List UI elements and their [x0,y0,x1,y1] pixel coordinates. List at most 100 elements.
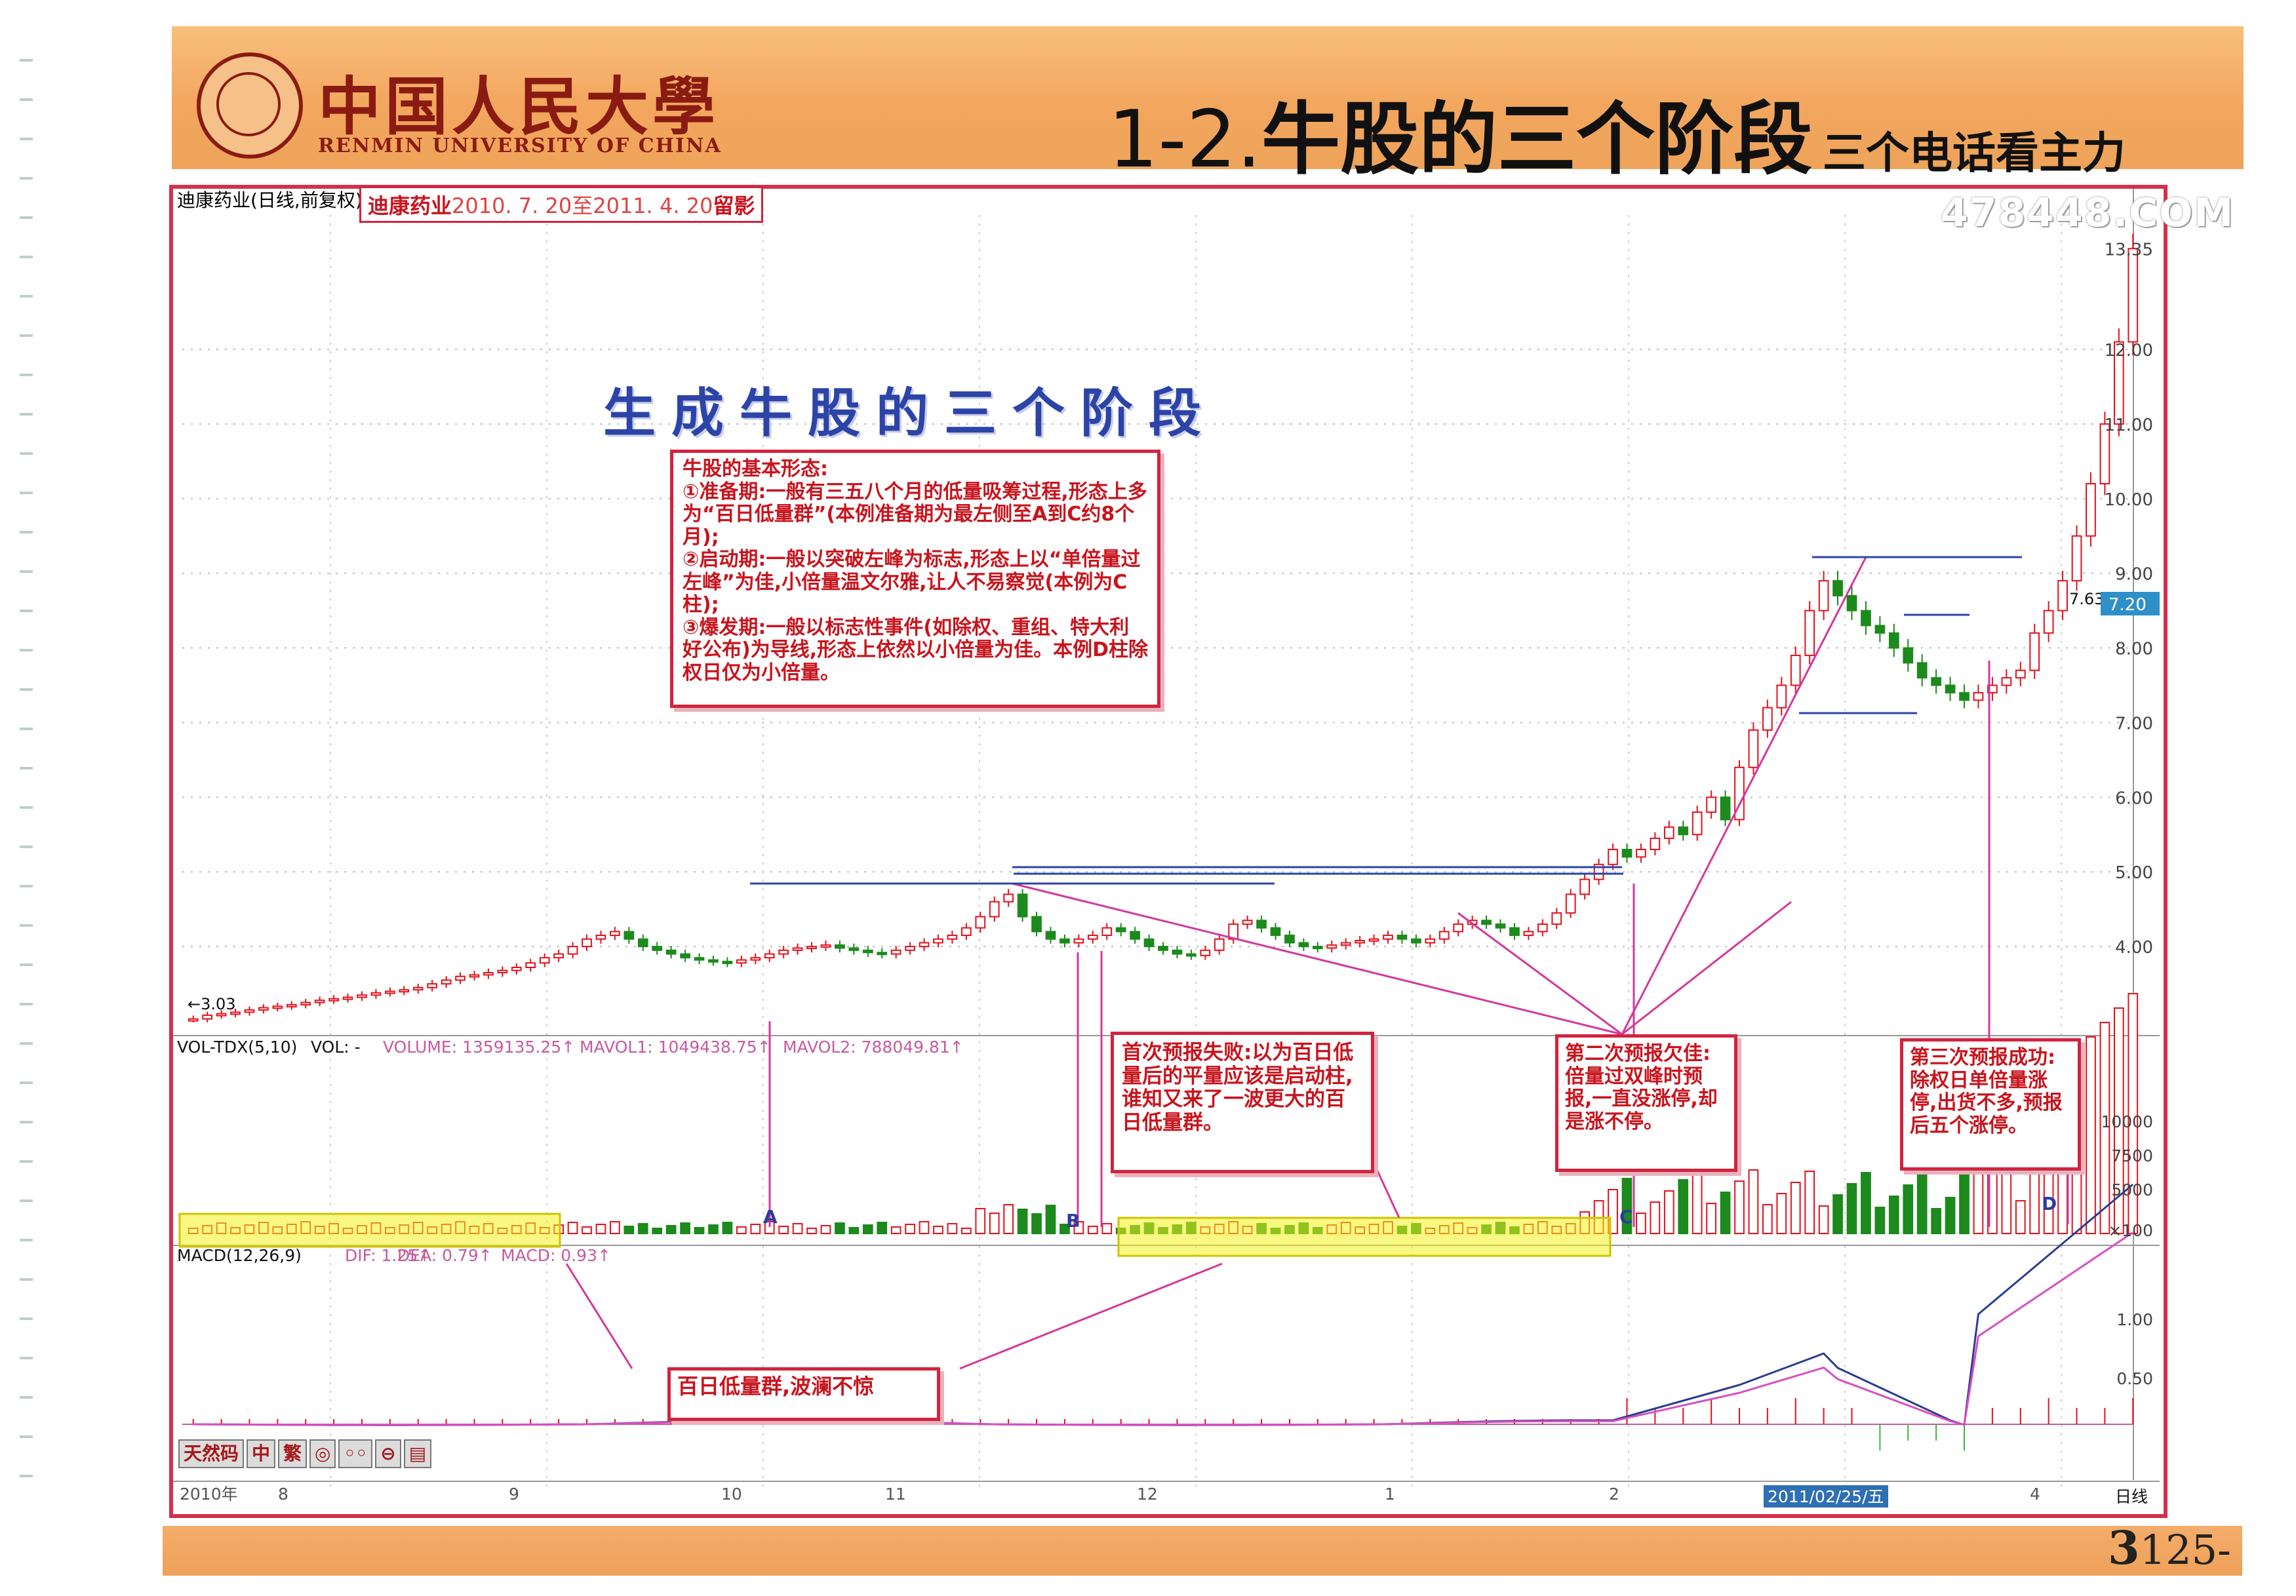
volume-bar [960,1228,972,1234]
note-basic-line: 牛股的基本形态: [683,457,828,480]
candle-body [933,938,943,944]
candle-body [1874,625,1886,634]
macd-label: DIF: 1.25↑ [345,1246,431,1265]
volume-marker: A [763,1206,778,1228]
candle-body [399,989,410,993]
candle-body [1172,949,1183,955]
volume-bar [582,1226,592,1234]
candle-body [890,949,901,955]
volume-bar [2099,1022,2110,1234]
date-label: 迪康药业2010. 7. 20至2011. 4. 20留影 [359,186,764,223]
candle-body [188,1018,199,1022]
candle-body [1748,729,1759,768]
annotation-arrow [1621,556,1867,1035]
candle-body [1087,935,1098,940]
candle-body [975,916,986,929]
candle-body [1692,811,1703,836]
note-low-volume-group: 百日低量群,波澜不惊 [667,1367,940,1421]
candle-body [1720,796,1731,821]
volume-label: MAVOL2: 788049.81↑ [783,1038,964,1057]
candle-body [1214,938,1225,951]
volume-tick-label: 10000 [2101,1112,2153,1131]
candle-body [1621,849,1633,858]
toolbar-keyboard-icon[interactable]: ▤ [403,1439,432,1468]
volume-bar [1663,1190,1674,1234]
candle-body [1706,796,1716,813]
volume-bar [1832,1194,1843,1234]
toolbar-dots-icon[interactable]: ◦◦ [338,1439,373,1468]
note-basic-patterns: 牛股的基本形态: ①准备期:一般有三五八个月的低量吸筹过程,形态上多为“百日低量… [670,450,1160,708]
candle-body [314,1000,325,1003]
candle-body [1003,893,1014,903]
toolbar-minus-icon[interactable]: ⊖ [375,1439,401,1468]
volume-bar [1087,1226,1098,1234]
period-label: 日线 [2115,1487,2148,1506]
candle-body [1355,940,1366,944]
toolbar-target-icon[interactable]: ◎ [309,1439,336,1468]
candle-body [623,931,635,940]
volume-bar [1903,1184,1914,1234]
note-basic-line: ③爆发期:一般以标志性事件(如除权、重组、特大利好公布)为导线,形态上依然以小倍… [683,615,1149,684]
candle-body [960,927,972,937]
volume-bar [1017,1209,1028,1234]
candle-body [1551,912,1562,925]
candle-body [1158,946,1168,951]
toolbar-chinese[interactable]: 中 [247,1439,276,1468]
candle-body [469,974,480,978]
volume-bar [1861,1172,1871,1234]
candle-body [1790,654,1801,686]
volume-bar [975,1208,986,1234]
candle-body [1762,707,1773,731]
macd-label: DEA: 0.79↑ [397,1246,492,1265]
macd-title: MACD(12,26,9) [177,1246,302,1265]
volume-bar [1959,1166,1969,1234]
candle-body [792,947,803,951]
page-number: 3125- [2108,1521,2231,1575]
candle-body [778,949,789,955]
volume-bar [1706,1203,1716,1234]
candle-body [1031,916,1042,933]
candle-body [1270,927,1281,937]
low-volume-highlight [1117,1216,1612,1257]
candle-body [877,952,888,956]
candle-body [1776,684,1787,709]
volume-bar [694,1227,705,1234]
university-seal-icon [197,52,303,159]
price-tick-label: 12.00 [2105,341,2153,360]
candle-body [708,959,719,963]
candle-body [1565,893,1576,914]
slide-footer [163,1526,2242,1576]
candle-body [694,957,705,961]
candle-body [848,947,860,951]
candle-body [286,1003,297,1007]
volume-tick-label: ×100 [2108,1221,2153,1240]
macd-label: MACD: 0.93↑ [501,1246,611,1265]
stock-chart: 13.3512.0011.0010.009.008.007.006.005.00… [173,189,2160,1508]
toolbar-input-method[interactable]: 天然码 [178,1439,245,1468]
volume-bar [1748,1169,1759,1234]
candle-body [1916,662,1928,679]
title-prefix: 1-2. [1108,94,1262,185]
candle-body [1650,837,1661,851]
time-axis-label: 2010年 [180,1485,238,1504]
candle-body [216,1013,227,1017]
candle-body [1143,938,1155,948]
candle-body [1945,684,1956,693]
volume-bar [848,1227,860,1234]
date-label-suffix: 留影 [713,193,755,218]
time-axis-label: 12 [1137,1485,1158,1504]
price-tick-label: 11.00 [2105,416,2153,435]
volume-bar [820,1225,831,1234]
volume-title: VOL-TDX(5,10) [177,1038,297,1057]
candle-body [1931,677,1941,686]
candle-body [370,992,382,996]
macd-tick-label: 1.00 [2116,1310,2153,1329]
date-label-range: 2010. 7. 20至2011. 4. 20 [452,193,713,218]
volume-bar [1636,1213,1646,1234]
candle-body [1579,878,1591,895]
candle-body [1284,935,1295,944]
toolbar-traditional[interactable]: 繁 [278,1439,307,1468]
volume-bar [1874,1207,1886,1234]
volume-bar [680,1222,690,1234]
